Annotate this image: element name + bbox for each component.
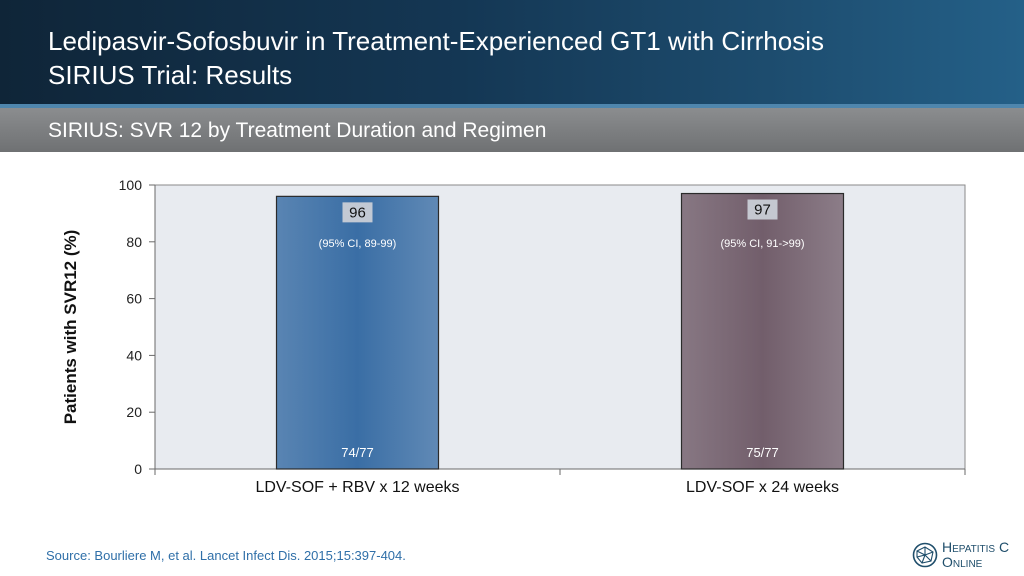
value-label-box (342, 202, 373, 223)
y-tick-label: 80 (126, 234, 142, 250)
ci-label: (95% CI, 89-99) (319, 238, 397, 250)
x-category-label: LDV-SOF x 24 weeks (686, 479, 839, 496)
ci-label: (95% CI, 91->99) (720, 238, 804, 250)
value-label: 96 (349, 204, 366, 221)
bar-1 (275, 195, 440, 470)
logo-text-line-1: Hepatitis C (942, 539, 1010, 555)
y-tick-label: 60 (126, 291, 142, 307)
slide-title: Ledipasvir-Sofosbuvir in Treatment-Exper… (48, 24, 824, 92)
y-tick-label: 100 (119, 177, 143, 193)
svr12-bar-chart: 0 20 40 60 80 100 Patients with SVR12 (%) 96 (95… (61, 177, 966, 496)
value-label-box (747, 199, 778, 220)
y-tick-label: 20 (126, 404, 142, 420)
source-citation: Source: Bourliere M, et al. Lancet Infec… (46, 548, 406, 563)
logo-text-line-2: Online (942, 554, 983, 570)
bar-2 (680, 192, 845, 470)
slide-title-line-2: SIRIUS Trial: Results (48, 60, 293, 90)
slide-subtitle: SIRIUS: SVR 12 by Treatment Duration and… (48, 119, 547, 142)
logo-text: Hepatitis C Online (942, 540, 1009, 570)
y-tick-label: 40 (126, 347, 142, 363)
subtitle-bar: SIRIUS: SVR 12 by Treatment Duration and… (0, 108, 1024, 152)
title-banner: Ledipasvir-Sofosbuvir in Treatment-Exper… (0, 0, 1024, 108)
logo-network-icon (912, 542, 938, 568)
x-category-label: LDV-SOF + RBV x 12 weeks (255, 479, 459, 496)
value-label: 97 (754, 202, 771, 219)
hepatitis-c-online-logo: Hepatitis C Online (912, 540, 1012, 572)
y-tick-label: 0 (134, 461, 142, 477)
n-label: 74/77 (341, 445, 374, 460)
y-axis-title: Patients with SVR12 (%) (61, 230, 80, 425)
n-label: 75/77 (746, 445, 779, 460)
slide-title-line-1: Ledipasvir-Sofosbuvir in Treatment-Exper… (48, 26, 824, 56)
